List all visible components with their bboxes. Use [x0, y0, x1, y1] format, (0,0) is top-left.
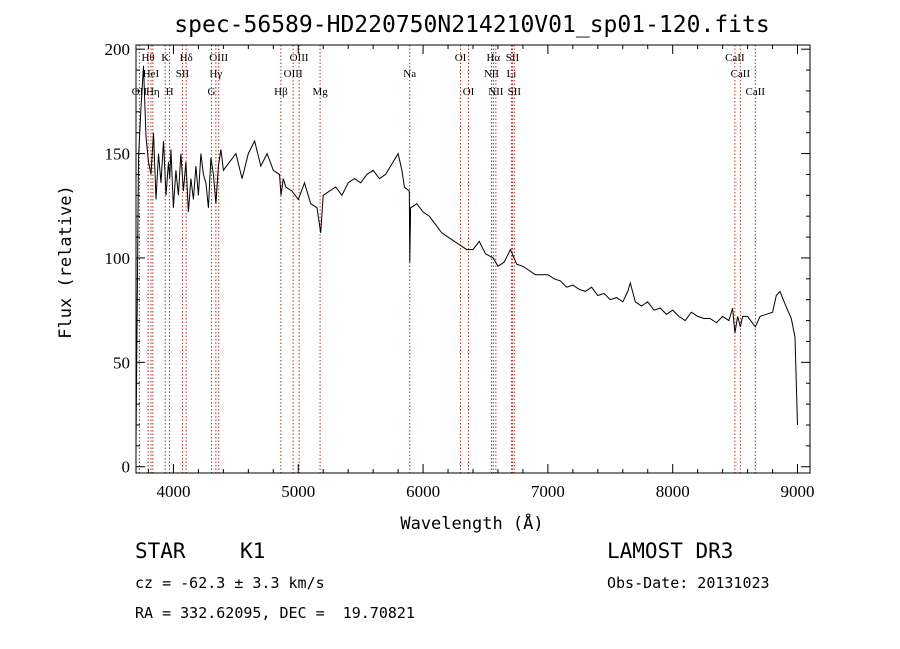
y-tick-label-3: 150 [105, 145, 131, 164]
plot-frame [135, 44, 811, 474]
marker-label-14: Mg [312, 86, 328, 98]
x-tick-label-5: 9000 [781, 482, 815, 501]
marker-label-19: NII [484, 68, 500, 80]
marker-label-26: CaII [746, 86, 766, 98]
x-tick-label-1: 5000 [281, 482, 315, 501]
survey-name: LAMOST DR3 [607, 539, 734, 563]
x-axis-label: Wavelength (Å) [400, 512, 543, 534]
marker-label-24: CaII [725, 52, 745, 64]
marker-label-15: Na [403, 68, 416, 80]
marker-label-2: HeI [143, 68, 160, 80]
y-tick-label-0: 0 [122, 458, 131, 477]
marker-label-10: G [208, 86, 216, 98]
x-tick-label-3: 7000 [531, 482, 565, 501]
y-axis-label: Flux (relative) [56, 185, 76, 339]
velocity-readout: cz = -62.3 ± 3.3 km/s [135, 574, 325, 592]
x-tick-label-0: 4000 [156, 482, 190, 501]
marker-label-22: Li [507, 68, 517, 80]
chart-title: spec-56589-HD220750N214210V01_sp01-120.f… [174, 12, 769, 38]
marker-label-9: Hγ [209, 68, 222, 80]
marker-label-3: Hη [146, 86, 160, 98]
x-tick-label-4: 8000 [656, 482, 690, 501]
marker-label-5: H [166, 86, 174, 98]
y-tick-label-1: 50 [113, 353, 130, 372]
marker-label-16: OI [455, 52, 467, 64]
axis-ticks: 4000 5000 6000 7000 8000 9000 0 50 100 150 200 [105, 40, 815, 501]
spectrum-line [135, 65, 798, 446]
marker-label-8: OIII [209, 52, 228, 64]
y-tick-label-2: 100 [105, 249, 131, 268]
observation-date: Obs-Date: 20131023 [607, 574, 770, 592]
marker-label-0: Hθ [141, 52, 154, 64]
marker-label-23: SII [508, 86, 522, 98]
marker-label-25: CaII [731, 68, 751, 80]
marker-label-21: SII [506, 52, 520, 64]
object-subclass: K1 [240, 539, 266, 563]
marker-label-11: Hβ [274, 86, 288, 98]
marker-label-7: Hδ [180, 52, 193, 64]
marker-label-20: NII [488, 86, 504, 98]
coordinates-readout: RA = 332.62095, DEC = 19.70821 [135, 604, 415, 622]
x-tick-label-2: 6000 [406, 482, 440, 501]
marker-label-4: K [161, 52, 169, 64]
marker-label-18: Hα [486, 52, 500, 64]
marker-label-6: SII [176, 68, 190, 80]
marker-label-13: OIII [284, 68, 303, 80]
y-tick-label-4: 200 [105, 40, 131, 59]
marker-label-17: OI [463, 86, 475, 98]
marker-label-12: OIII [290, 52, 309, 64]
object-class: STAR [135, 539, 186, 563]
